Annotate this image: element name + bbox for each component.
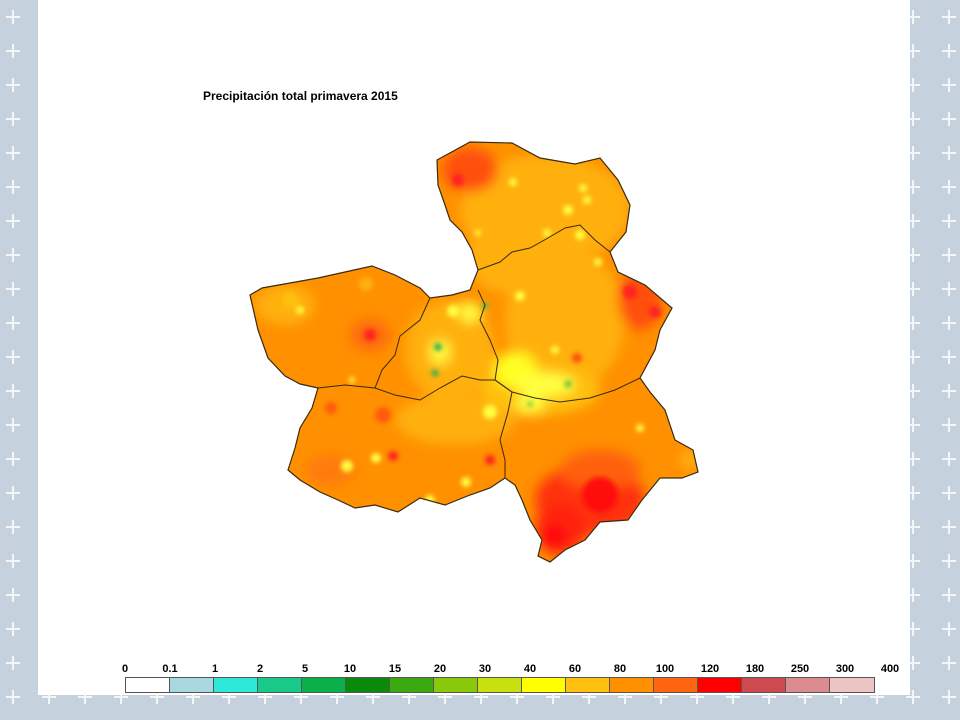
legend-label: 0 xyxy=(121,663,129,675)
legend-swatch xyxy=(522,678,566,692)
legend-swatch xyxy=(566,678,610,692)
legend-swatch xyxy=(654,678,698,692)
legend-label: 250 xyxy=(790,663,810,675)
legend-swatch xyxy=(434,678,478,692)
legend-swatch xyxy=(390,678,434,692)
legend-label: 80 xyxy=(613,663,627,675)
legend-label: 10 xyxy=(343,663,357,675)
legend-label: 120 xyxy=(700,663,720,675)
legend-label: 60 xyxy=(568,663,582,675)
legend-swatch xyxy=(170,678,214,692)
legend-color-bar xyxy=(125,677,875,693)
legend-label: 180 xyxy=(745,663,765,675)
legend-swatch xyxy=(214,678,258,692)
legend-label: 0.1 xyxy=(162,663,178,675)
legend-swatch xyxy=(302,678,346,692)
legend-swatch xyxy=(610,678,654,692)
legend-label: 30 xyxy=(478,663,492,675)
map-title: Precipitación total primavera 2015 xyxy=(203,89,398,103)
legend-swatch xyxy=(258,678,302,692)
legend-swatch xyxy=(742,678,786,692)
green-spots xyxy=(431,302,572,407)
legend-label: 400 xyxy=(880,663,900,675)
precipitation-field xyxy=(250,142,698,562)
legend-swatch xyxy=(478,678,522,692)
legend-swatch xyxy=(346,678,390,692)
legend-swatch xyxy=(126,678,170,692)
legend-label: 5 xyxy=(301,663,309,675)
legend-swatch xyxy=(698,678,742,692)
legend-swatch xyxy=(786,678,830,692)
legend-swatch xyxy=(830,678,874,692)
legend-label: 20 xyxy=(433,663,447,675)
legend-label: 100 xyxy=(655,663,675,675)
legend-label: 300 xyxy=(835,663,855,675)
province-borders xyxy=(249,141,699,563)
legend-label: 40 xyxy=(523,663,537,675)
legend-label: 2 xyxy=(256,663,264,675)
legend-label: 1 xyxy=(211,663,219,675)
legend-label: 15 xyxy=(388,663,402,675)
